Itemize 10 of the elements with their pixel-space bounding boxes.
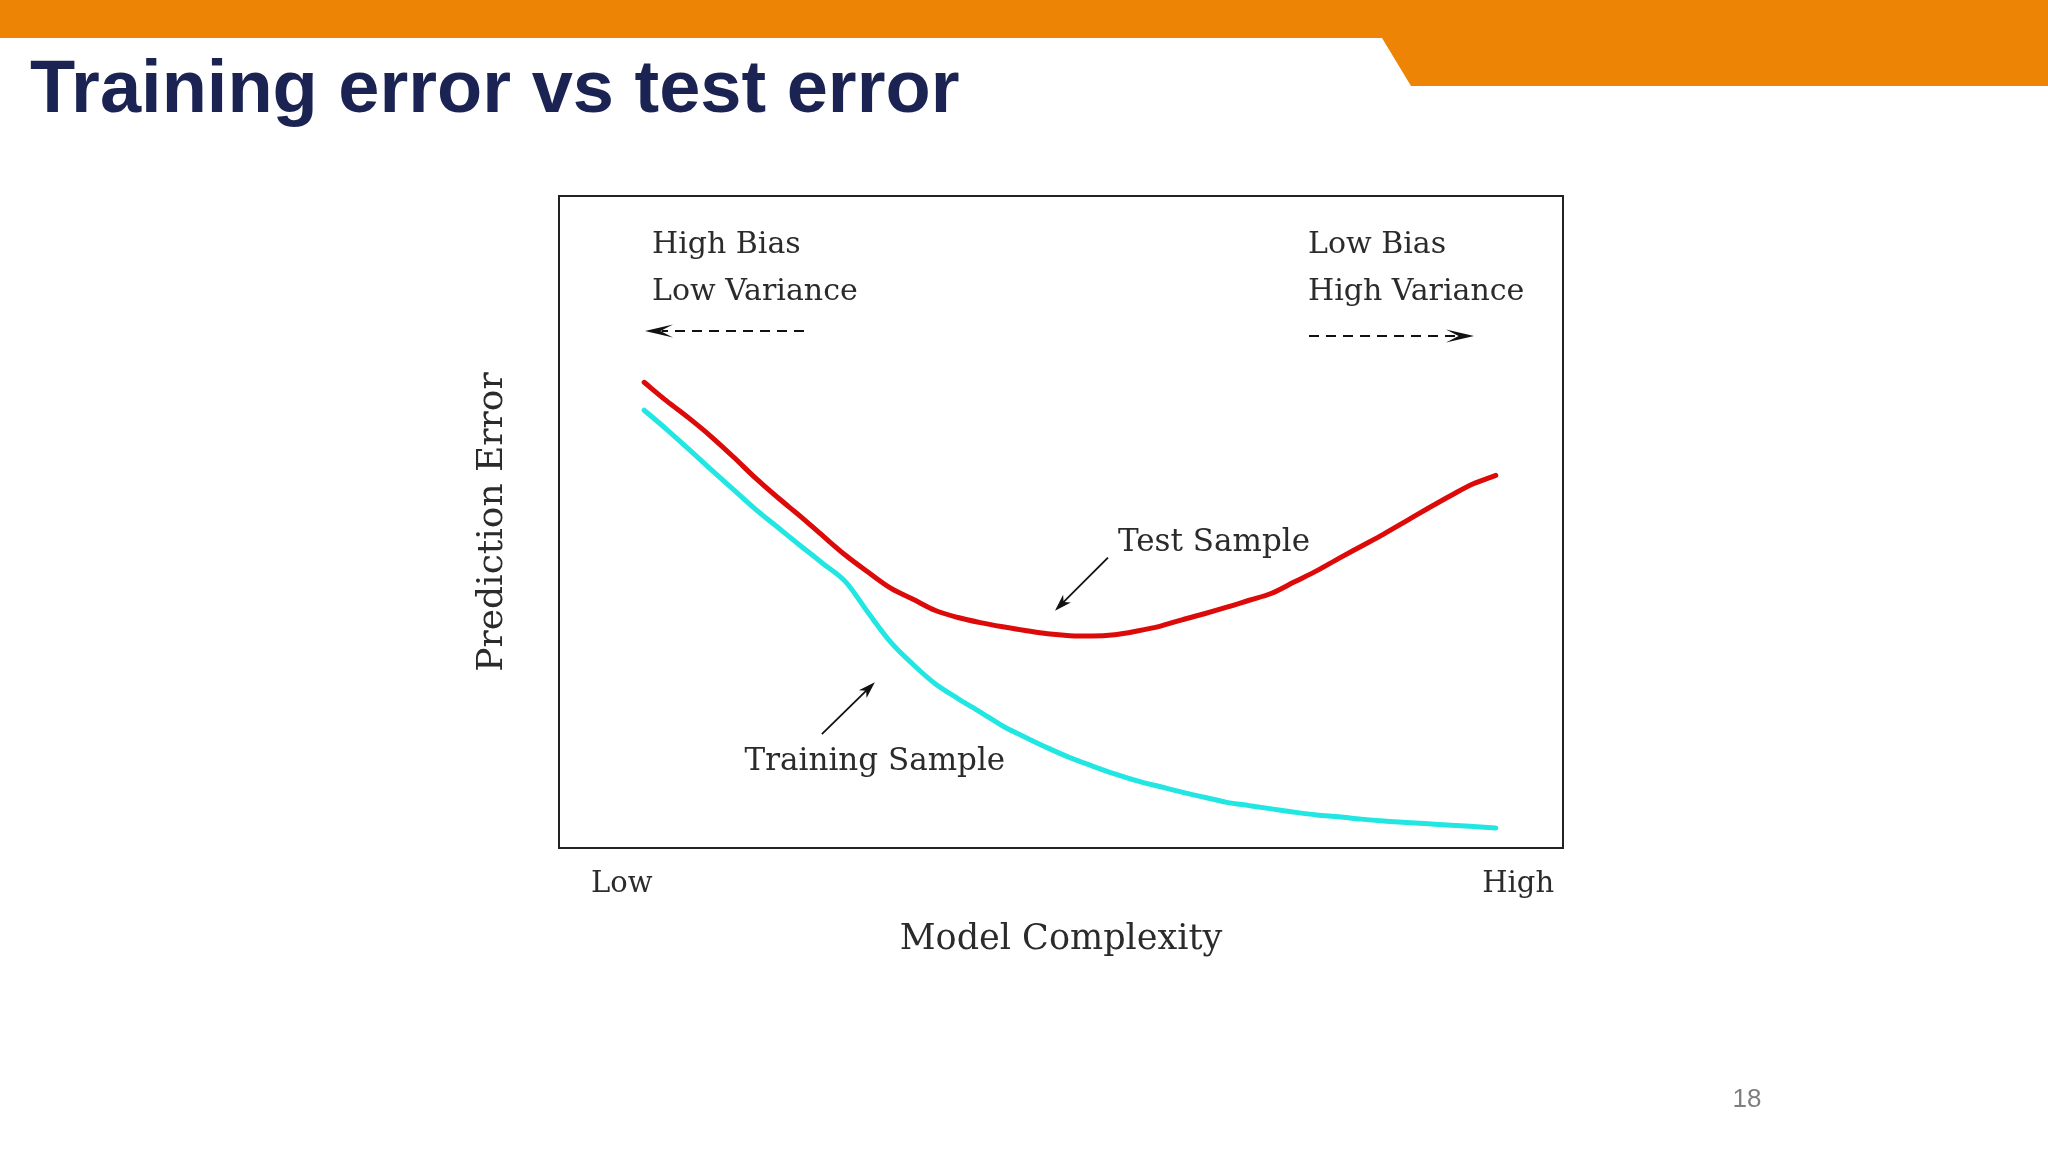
x-tick-label: Low bbox=[590, 864, 653, 899]
series-label: Training Sample bbox=[744, 741, 1006, 778]
series-label: Test Sample bbox=[1117, 521, 1311, 558]
text: Low Bias High Variance bbox=[1308, 225, 1525, 307]
x-tick-label: High bbox=[1482, 864, 1555, 899]
x-axis-title: Model Complexity bbox=[899, 917, 1223, 958]
chart-title: Training error vs test error bbox=[30, 45, 960, 128]
text: High Bias Low Variance bbox=[652, 225, 858, 307]
text: 18 bbox=[1732, 1083, 1762, 1113]
y-axis-title: Prediction Error bbox=[468, 371, 510, 672]
